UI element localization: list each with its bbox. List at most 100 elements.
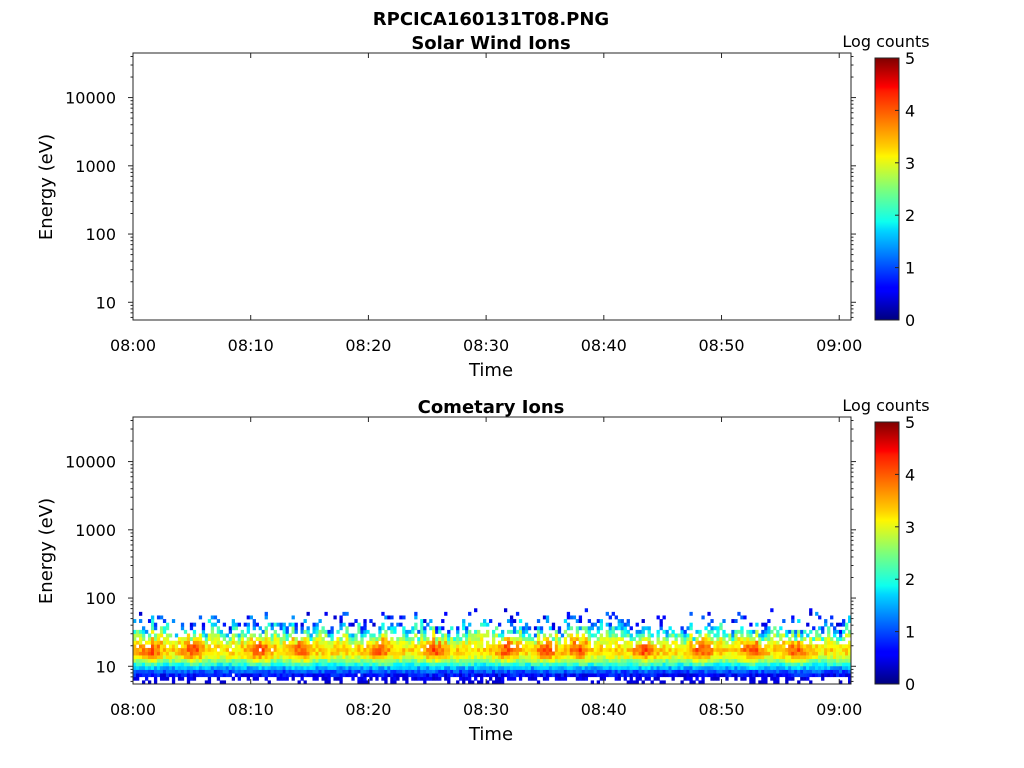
spectrogram-cell (818, 655, 822, 660)
spectrogram-cell (477, 655, 481, 660)
spectrogram-cell (135, 647, 140, 652)
spectrogram-cell (704, 626, 708, 631)
spectrogram-cell (608, 644, 612, 649)
spectrogram-cell (372, 669, 376, 674)
spectrogram-cell (351, 647, 355, 652)
spectrogram-cell (390, 658, 394, 663)
spectrogram-cell (713, 644, 717, 649)
spectrogram-cell (746, 669, 750, 674)
spectrogram-cell (812, 655, 816, 660)
spectrogram-cell (453, 640, 457, 645)
spectrogram-cell (764, 658, 768, 663)
spectrogram-cell (165, 651, 170, 656)
spectrogram-cell (327, 655, 331, 660)
spectrogram-cell (417, 644, 421, 649)
spectrogram-cell (497, 655, 502, 660)
spectrogram-cell (575, 651, 580, 656)
spectrogram-cell (357, 640, 361, 645)
spectrogram-cell (794, 644, 798, 649)
spectrogram-cell (171, 644, 176, 649)
spectrogram-cell (605, 658, 609, 663)
spectrogram-cell (758, 640, 762, 645)
spectrogram-cell (665, 651, 669, 656)
spectrogram-cell (483, 669, 487, 674)
spectrogram-cell (459, 669, 463, 674)
spectrogram-cell (668, 655, 672, 660)
spectrogram-cell (270, 637, 274, 642)
spectrogram-cell (474, 633, 478, 638)
spectrogram-cell (342, 640, 346, 645)
spectrogram-cell (270, 673, 274, 678)
spectrogram-cell (545, 669, 550, 674)
spectrogram-cell (644, 669, 648, 674)
spectrogram-cell (408, 673, 412, 678)
colorbar (874, 57, 900, 321)
spectrogram-cell (198, 644, 203, 649)
spectrogram-cell (411, 640, 415, 645)
spectrogram-cell (845, 673, 849, 678)
spectrogram-cell (162, 637, 167, 642)
spectrogram-cell (285, 676, 289, 681)
spectrogram-cell (641, 644, 645, 649)
spectrogram-cell (267, 640, 271, 645)
spectrogram-cell (845, 662, 849, 667)
spectrogram-cell (447, 662, 451, 667)
spectrogram-cell (647, 626, 651, 631)
spectrogram-cell (554, 669, 559, 674)
spectrogram-cell (497, 669, 502, 674)
spectrogram-cell (584, 673, 589, 678)
spectrogram-cell (737, 629, 741, 634)
spectrogram-cell (249, 662, 253, 667)
spectrogram-cell (746, 637, 750, 642)
spectrogram-cell (677, 673, 681, 678)
spectrogram-cell (201, 658, 206, 663)
spectrogram-cell (785, 680, 789, 685)
spectrogram-cell (500, 633, 505, 638)
spectrogram-cell (255, 658, 259, 663)
spectrogram-cell (794, 673, 798, 678)
spectrogram-cell (542, 665, 547, 670)
spectrogram-cell (743, 644, 747, 649)
spectrogram-cell (324, 611, 328, 616)
spectrogram-cell (453, 655, 457, 660)
spectrogram-cell (680, 626, 684, 631)
spectrogram-cell (602, 658, 606, 663)
spectrogram-cell (492, 651, 496, 656)
spectrogram-cell (563, 640, 568, 645)
spectrogram-cell (174, 673, 179, 678)
spectrogram-cell (779, 673, 783, 678)
spectrogram-cell (800, 665, 804, 670)
spectrogram-cell (354, 669, 358, 674)
spectrogram-cell (842, 673, 846, 678)
spectrogram-cell (566, 611, 571, 616)
spectrogram-cell (180, 655, 185, 660)
spectrogram-cell (566, 615, 571, 620)
spectrogram-cell (803, 662, 807, 667)
spectrogram-cell (315, 658, 319, 663)
spectrogram-cell (429, 655, 433, 660)
spectrogram-cell (692, 665, 696, 670)
y-tick-label: 1000 (75, 521, 116, 540)
spectrogram-cell (800, 662, 804, 667)
spectrogram-cell (626, 622, 630, 627)
spectrogram-cell (453, 658, 457, 663)
spectrogram-cell (357, 669, 361, 674)
spectrogram-cell (689, 662, 693, 667)
spectrogram-cell (258, 651, 262, 656)
spectrogram-cell (596, 680, 600, 685)
spectrogram-cell (312, 665, 316, 670)
spectrogram-cell (240, 662, 244, 667)
spectrogram-cell (626, 647, 630, 652)
spectrogram-cell (518, 619, 523, 623)
spectrogram-cell (767, 629, 771, 634)
spectrogram-cell (396, 651, 400, 656)
spectrogram-cell (435, 655, 439, 660)
spectrogram-cell (228, 640, 233, 645)
spectrogram-cell (509, 629, 514, 634)
spectrogram-cell (578, 658, 583, 663)
spectrogram-cell (138, 658, 143, 663)
spectrogram-cell (174, 655, 179, 660)
spectrogram-cell (261, 655, 265, 660)
spectrogram-cell (264, 673, 268, 678)
spectrogram-cell (153, 626, 158, 631)
